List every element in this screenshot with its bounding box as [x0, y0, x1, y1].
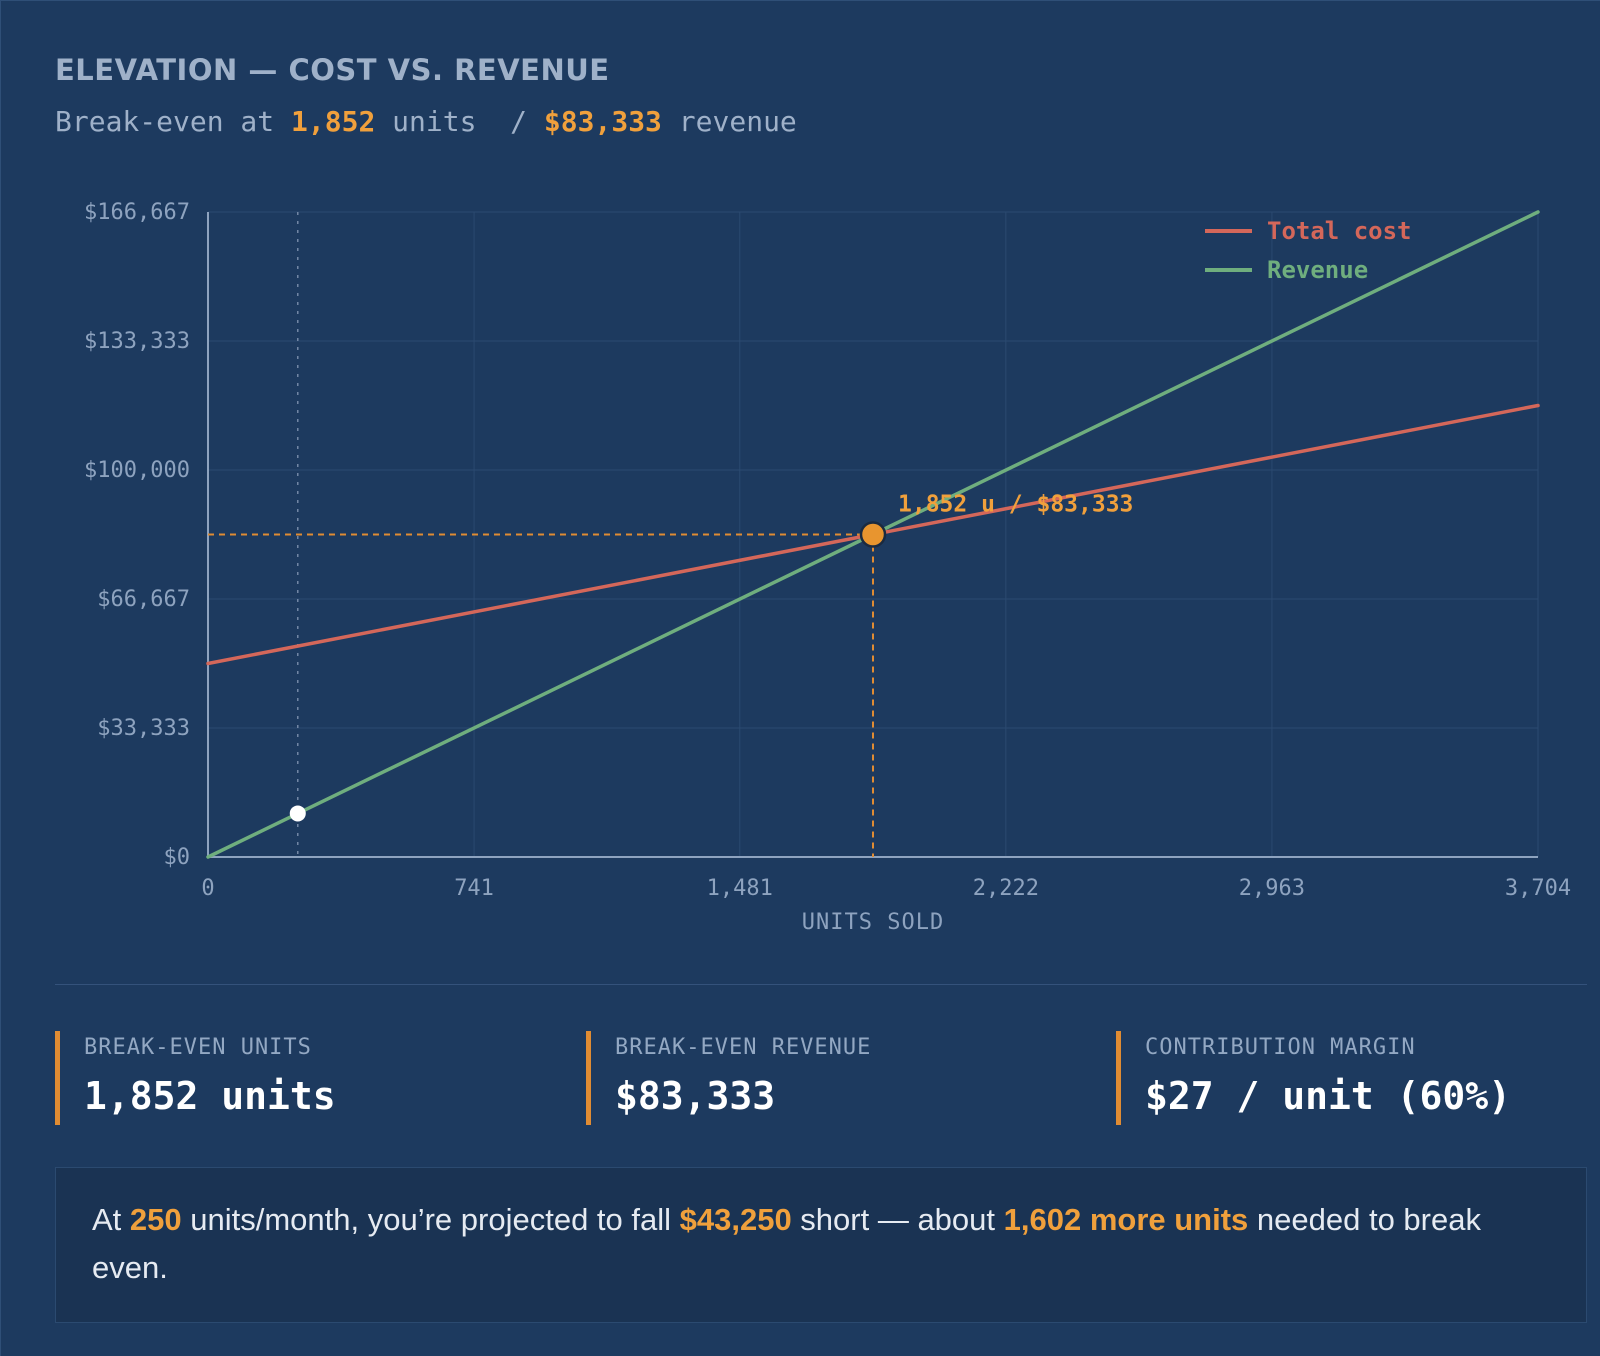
note-shortfall: $43,250 — [679, 1202, 792, 1237]
x-tick-label: 1,481 — [707, 876, 773, 901]
y-tick-label: $166,667 — [84, 200, 190, 225]
stat-label: BREAK-EVEN UNITS — [84, 1035, 312, 1060]
subtitle-revenue-suffix: revenue — [661, 105, 797, 138]
x-tick-label: 2,222 — [973, 876, 1039, 901]
chart-title: ELEVATION — COST VS. REVENUE — [55, 53, 610, 87]
note-text: short — about — [791, 1202, 1004, 1237]
y-tick-label: $66,667 — [97, 587, 190, 612]
subtitle-prefix: Break-even at — [55, 105, 292, 138]
subtitle-separator: / — [476, 105, 544, 138]
x-tick-label: 741 — [454, 876, 494, 901]
stat-label: CONTRIBUTION MARGIN — [1145, 1035, 1416, 1060]
stat-label: BREAK-EVEN REVENUE — [615, 1035, 872, 1060]
stat-break-even-units: BREAK-EVEN UNITS 1,852 units — [55, 1031, 336, 1125]
subtitle-units: 1,852 — [291, 105, 376, 138]
note-text: needed to break even. — [92, 1202, 1481, 1285]
stat-value: $83,333 — [615, 1074, 776, 1118]
y-tick-label: $0 — [164, 845, 191, 870]
x-axis-label: UNITS SOLD — [802, 910, 944, 935]
subtitle-revenue: $83,333 — [543, 105, 662, 138]
y-tick-label: $100,000 — [84, 458, 190, 483]
chart-subtitle: Break-even at 1,852 units / $83,333 reve… — [55, 105, 797, 138]
legend-label: Revenue — [1267, 256, 1368, 284]
note-text: At — [92, 1202, 130, 1237]
legend-label: Total cost — [1267, 217, 1412, 245]
stat-value: $27 / unit (60%) — [1145, 1074, 1512, 1118]
note-more-units: 1,602 more units — [1003, 1202, 1249, 1237]
current-volume-point — [289, 805, 306, 822]
stat-break-even-revenue: BREAK-EVEN REVENUE $83,333 — [586, 1031, 871, 1125]
break-even-label: 1,852 u / $83,333 — [898, 492, 1133, 518]
x-tick-label: 3,704 — [1505, 876, 1571, 901]
note-units: 250 — [129, 1202, 182, 1237]
note-text: units/month, you’re projected to fall — [181, 1202, 680, 1237]
stat-value: 1,852 units — [84, 1074, 336, 1118]
subtitle-units-suffix: units — [375, 105, 477, 138]
section-divider — [55, 984, 1587, 985]
y-tick-label: $133,333 — [84, 329, 190, 354]
break-even-chart: 0 741 1,481 2,222 2,963 3,704 $0 $33,333 $66,667… — [84, 200, 1571, 935]
stat-contribution-margin: CONTRIBUTION MARGIN $27 / unit (60%) — [1116, 1031, 1511, 1125]
x-tick-label: 0 — [201, 876, 214, 901]
x-tick-label: 2,963 — [1239, 876, 1305, 901]
y-tick-label: $33,333 — [97, 716, 190, 741]
projection-note: At 250 units/month, you’re projected to … — [55, 1167, 1587, 1323]
break-even-point — [859, 521, 887, 548]
